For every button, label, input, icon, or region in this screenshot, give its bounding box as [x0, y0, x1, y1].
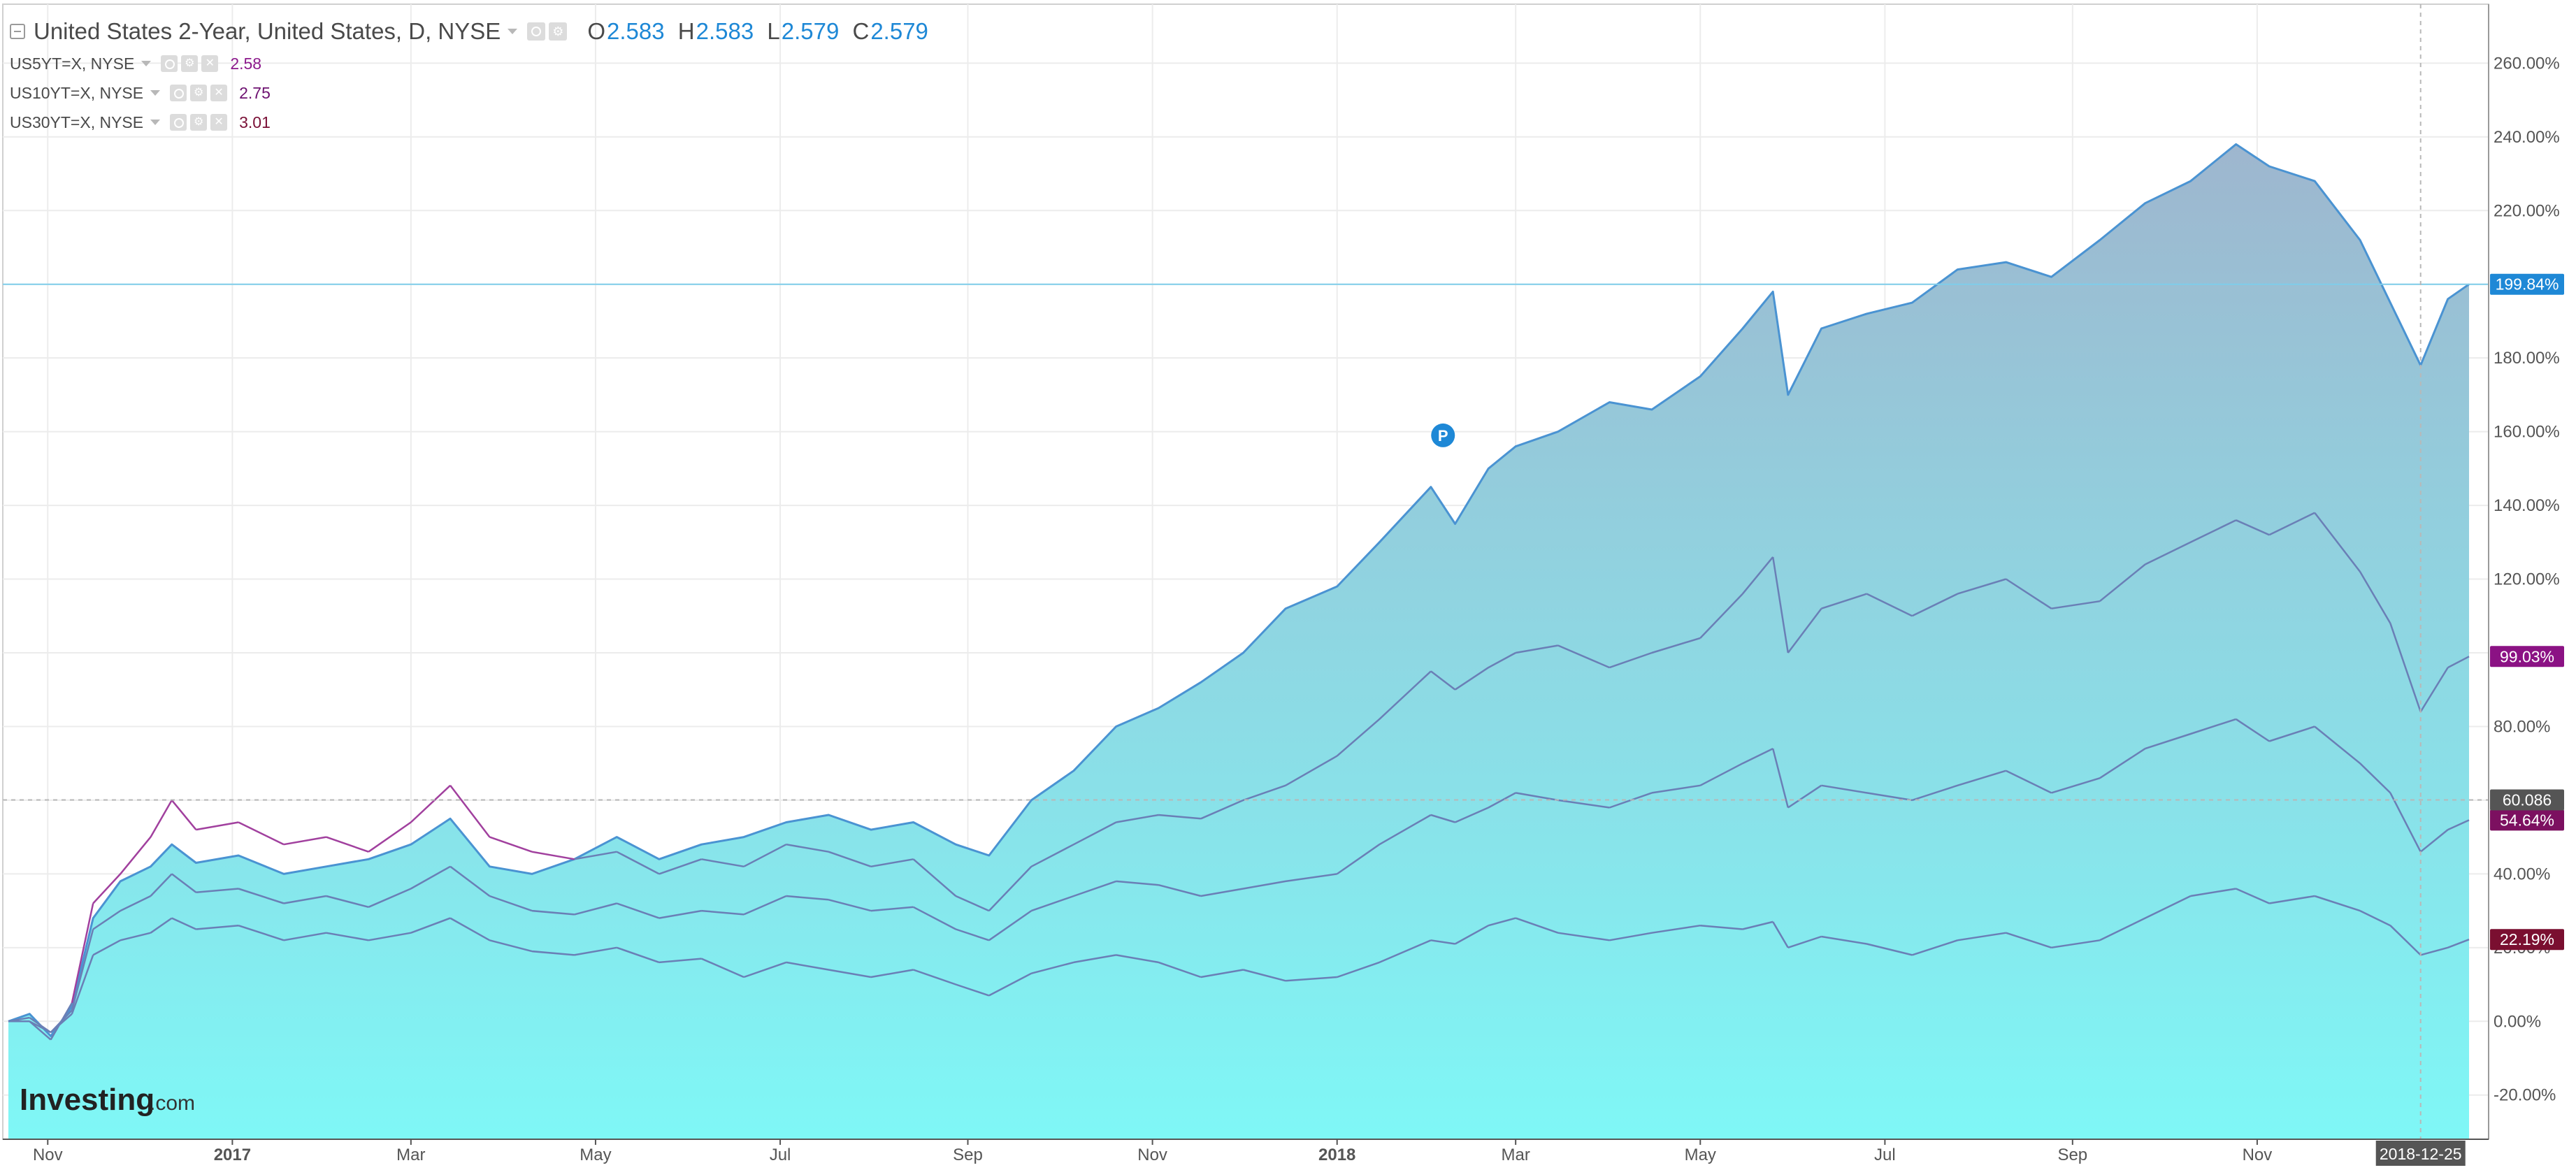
last-value-tag-united-states-2-year-label: 199.84%	[2496, 275, 2559, 294]
eye-icon[interactable]	[170, 114, 187, 131]
series-name-us5yt[interactable]: US5YT=X, NYSE	[10, 54, 135, 73]
ohlc-low-value: 2.579	[781, 18, 840, 44]
y-tick-label: 220.00%	[2494, 201, 2560, 220]
x-tick-label: Nov	[2243, 1146, 2273, 1164]
legend-row-us5yt[interactable]: US5YT=X, NYSE ⚙ ✕ 2.58	[10, 49, 928, 78]
y-tick-label: 140.00%	[2494, 496, 2560, 515]
ohlc-high-label: H	[677, 18, 695, 44]
crosshair-date-tag-label: 2018-12-25	[2380, 1145, 2462, 1163]
eye-icon[interactable]	[170, 85, 187, 101]
x-tick-label: Mar	[396, 1146, 425, 1164]
last-value-tag-us10yt-x-label: 54.64%	[2500, 811, 2554, 829]
last-value-tag-united-states-2-year-box	[2490, 273, 2564, 295]
series-value-us5yt: 2.58	[230, 54, 262, 73]
series-fill-united-states-2-year	[8, 144, 2469, 1139]
series-line-united-states-2-year	[8, 143, 2470, 1037]
ohlc-open-value: 2.583	[606, 18, 665, 44]
chevron-down-icon[interactable]	[141, 61, 152, 66]
legend: United States 2-Year, United States, D, …	[10, 14, 928, 137]
close-icon[interactable]: ✕	[201, 55, 219, 72]
y-tick-label: 240.00%	[2494, 128, 2560, 147]
x-tick-label: Nov	[1137, 1146, 1167, 1164]
y-tick-label: 260.00%	[2494, 54, 2560, 73]
y-tick-label: 160.00%	[2494, 423, 2560, 442]
pin-marker-label: P	[1438, 427, 1448, 445]
chevron-down-icon[interactable]	[150, 90, 161, 96]
eye-icon[interactable]	[161, 55, 178, 72]
chevron-down-icon[interactable]	[150, 120, 161, 125]
last-value-tag-us5yt-x-label: 99.03%	[2500, 647, 2554, 665]
series-name-us30yt[interactable]: US30YT=X, NYSE	[10, 113, 144, 131]
logo-suffix: .com	[150, 1092, 195, 1115]
last-value-tag-us10yt-x-box	[2490, 809, 2564, 831]
x-tick-label: Jul	[770, 1146, 791, 1164]
y-tick-label: 0.00%	[2494, 1012, 2541, 1031]
gear-icon[interactable]: ⚙	[190, 85, 208, 101]
y-tick-label: 180.00%	[2494, 349, 2560, 368]
x-tick-label: Nov	[33, 1146, 63, 1164]
series-line-above-us5yt-x	[71, 784, 575, 1004]
close-icon[interactable]: ✕	[210, 85, 228, 101]
eye-icon[interactable]	[527, 22, 546, 41]
investing-logo: Investing .com	[20, 1083, 195, 1117]
ohlc-close-value: 2.579	[870, 18, 928, 44]
legend-row-us10yt[interactable]: US10YT=X, NYSE ⚙ ✕ 2.75	[10, 78, 928, 108]
crosshair-date-tag-box	[2375, 1141, 2466, 1166]
collapse-icon[interactable]	[10, 24, 25, 39]
x-tick-label: May	[580, 1146, 611, 1164]
main-series-title[interactable]: United States 2-Year, United States, D, …	[34, 18, 501, 44]
time-axis[interactable]: Nov 2017 Mar May Jul Sep Nov 2018 Mar May Jul Sep No…	[33, 1139, 2272, 1164]
pin-marker-icon	[1431, 423, 1455, 447]
x-tick-label: Jul	[1874, 1146, 1896, 1164]
series-line-us30yt-x	[8, 888, 2470, 1034]
crosshair-price-tag-box	[2490, 789, 2564, 811]
legend-main-row[interactable]: United States 2-Year, United States, D, …	[10, 14, 928, 49]
logo-brand: Investing	[20, 1083, 154, 1117]
x-tick-label: 2018	[1318, 1146, 1355, 1164]
y-tick-label: 80.00%	[2494, 717, 2550, 736]
y-tick-label: 120.00%	[2494, 570, 2560, 589]
legend-row-us30yt[interactable]: US30YT=X, NYSE ⚙ ✕ 3.01	[10, 108, 928, 137]
series-lines-layer	[8, 143, 2470, 1041]
x-tick-label: Sep	[2057, 1146, 2087, 1164]
last-value-tag-us30yt-x-box	[2490, 929, 2564, 951]
x-tick-label: Sep	[953, 1146, 983, 1164]
close-icon[interactable]: ✕	[210, 114, 228, 131]
y-tick-label: 40.00%	[2494, 865, 2550, 883]
chevron-down-icon[interactable]	[508, 29, 518, 34]
gear-icon[interactable]: ⚙	[190, 114, 208, 131]
x-tick-label: May	[1685, 1146, 1716, 1164]
x-tick-label: Mar	[1501, 1146, 1530, 1164]
ohlc-close-label: C	[852, 18, 870, 44]
series-area-layer	[8, 144, 2469, 1139]
gear-icon[interactable]: ⚙	[181, 55, 199, 72]
ohlc-open-label: O	[587, 18, 605, 44]
crosshair-price-tag-label: 60.086	[2503, 790, 2552, 809]
last-value-tag-us5yt-x-box	[2490, 646, 2564, 667]
y-tick-label: -20.00%	[2494, 1086, 2556, 1105]
ohlc-high-value: 2.583	[696, 18, 754, 44]
x-tick-label: 2017	[214, 1146, 251, 1164]
gear-icon[interactable]: ⚙	[549, 22, 568, 41]
last-value-tag-us30yt-x-label: 22.19%	[2500, 930, 2554, 948]
ohlc-values: O2.583 H2.583 L2.579 C2.579	[580, 18, 928, 45]
overlay-layer: P	[3, 4, 2489, 1139]
price-tags: 199.84% 99.03% 54.64% 22.19% 60.086 2018-12-2…	[2375, 273, 2564, 1166]
ohlc-low-label: L	[767, 18, 780, 44]
series-value-us10yt: 2.75	[239, 83, 271, 102]
series-name-us10yt[interactable]: US10YT=X, NYSE	[10, 83, 144, 102]
series-value-us30yt: 3.01	[239, 113, 271, 131]
